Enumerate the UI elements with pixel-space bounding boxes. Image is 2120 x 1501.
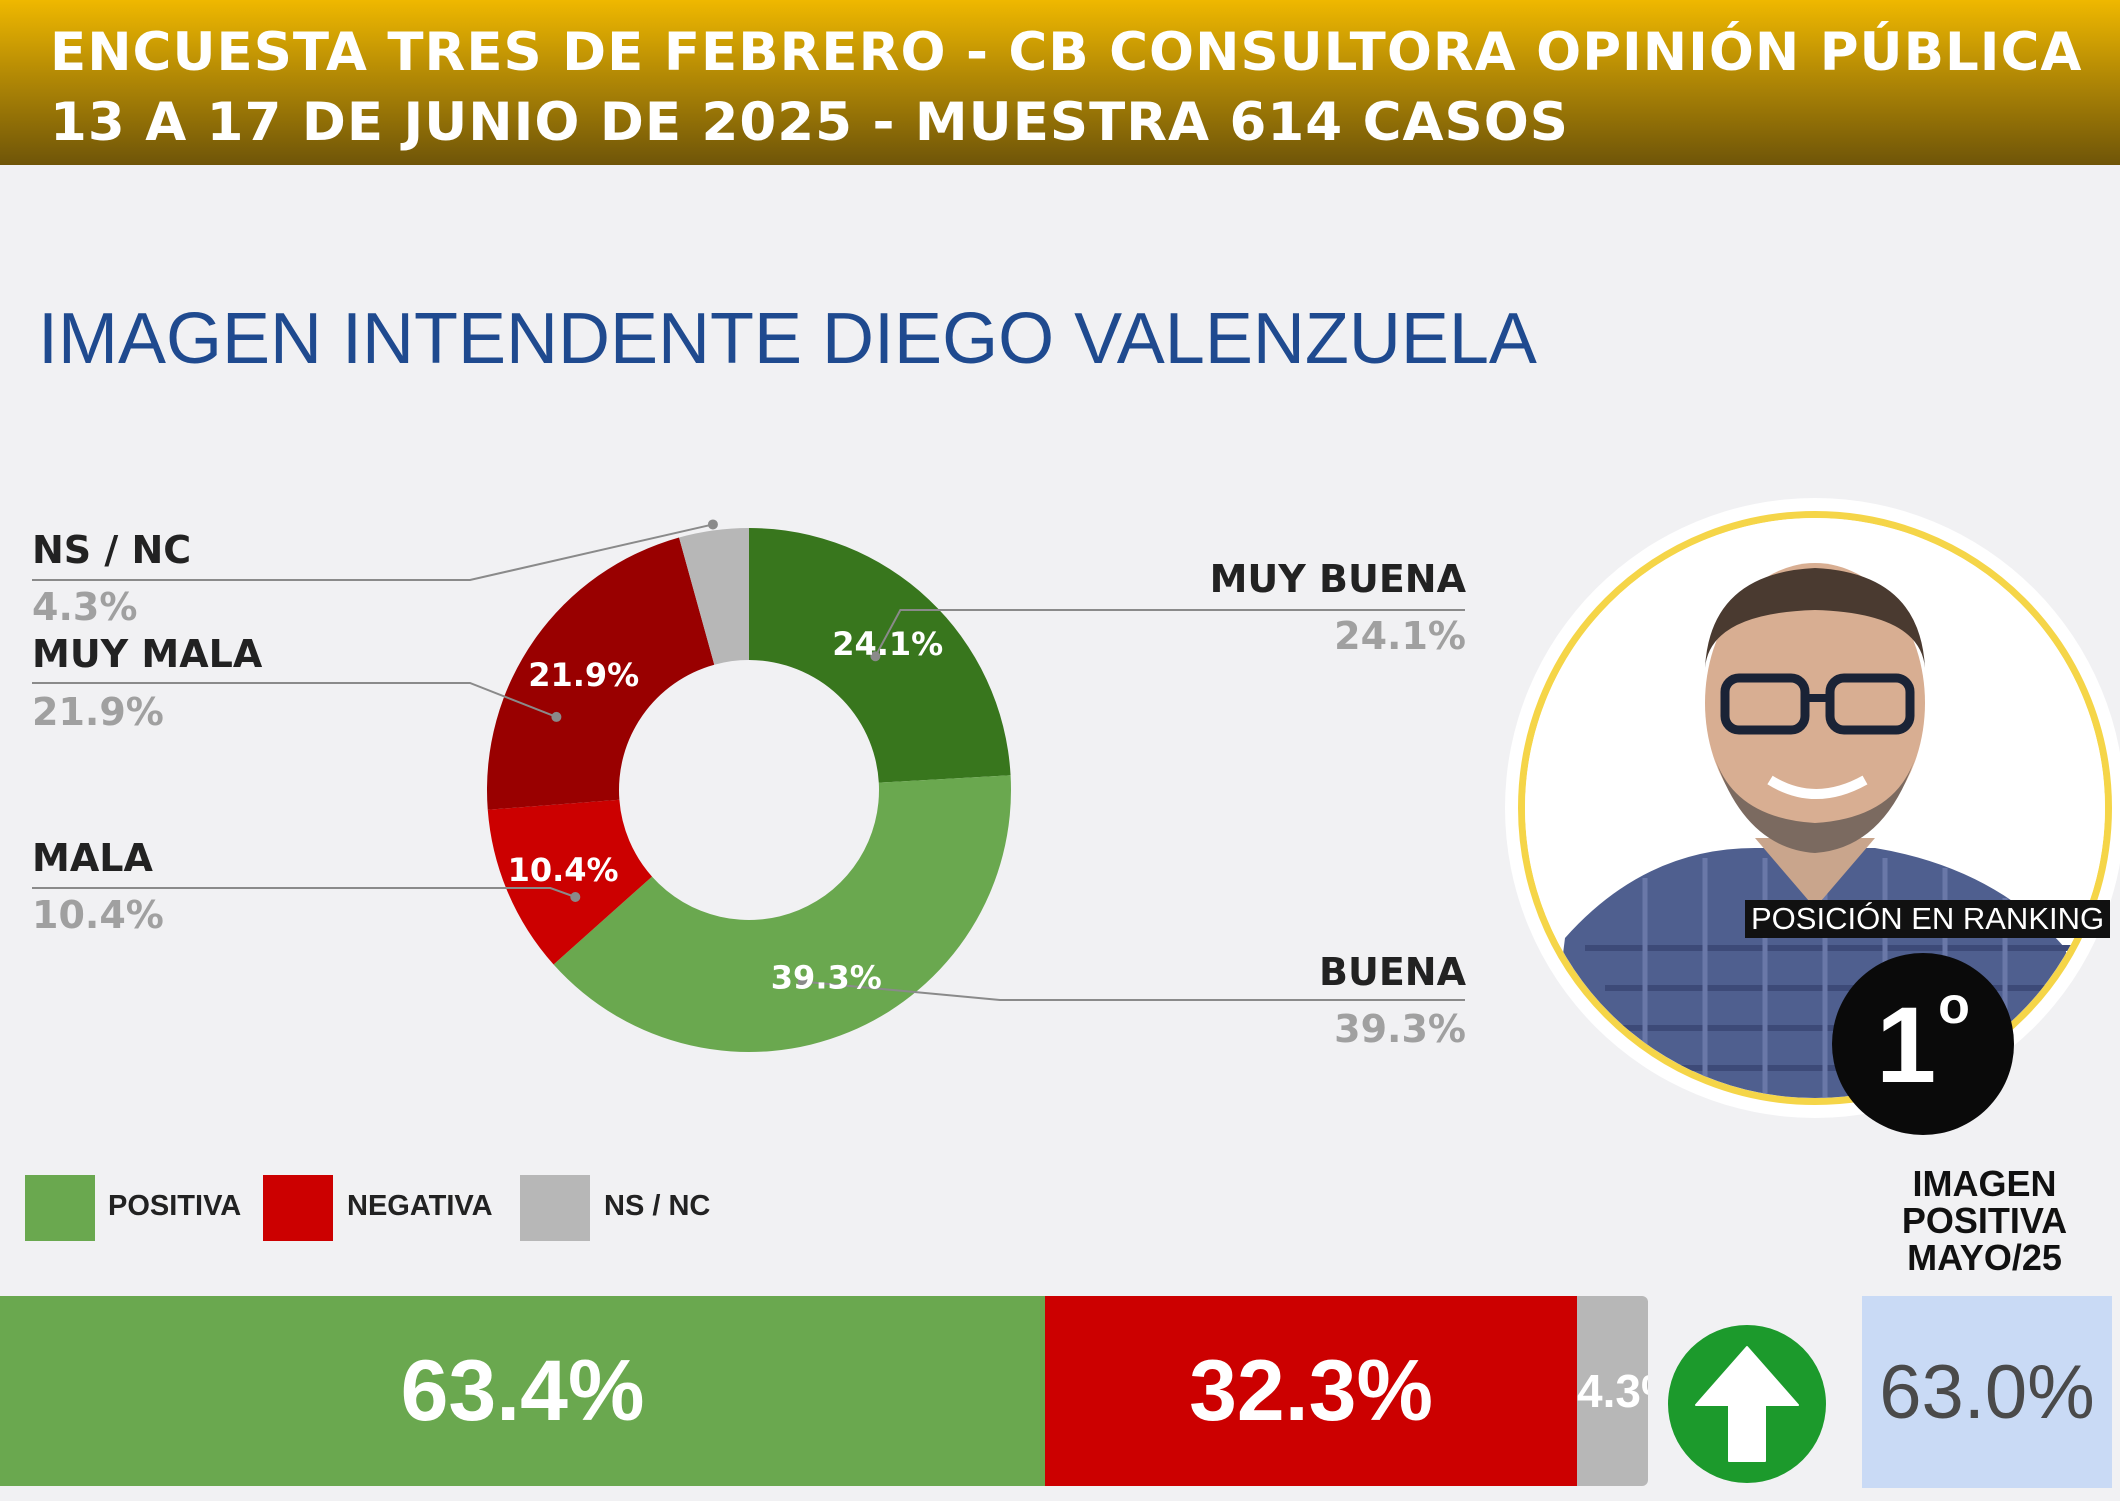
legend-label-positiva: POSITIVA [108, 1190, 242, 1222]
bar-label-ns-nc: 4.3% [1577, 1365, 1648, 1417]
leader-dot-mala [570, 891, 581, 902]
callout-mala-value: 10.4% [32, 893, 164, 937]
bar-label-negativa: 32.3% [1189, 1342, 1433, 1439]
leader-dot-muy-buena [870, 651, 881, 662]
leader-line-muy-buena [874, 609, 1465, 657]
legend-label-ns-nc: NS / NC [604, 1190, 711, 1222]
legend-label-negativa: NEGATIVA [347, 1190, 493, 1222]
callout-muy-buena-value: 24.1% [1334, 614, 1466, 658]
callout-muy-buena-name: MUY BUENA [1209, 557, 1466, 601]
leader-dot-ns-nc [707, 519, 718, 530]
donut-slice-muy-mala [486, 537, 715, 810]
ranking-caption: POSICIÓN EN RANKING [1745, 900, 2111, 938]
chart-title: IMAGEN INTENDENTE DIEGO VALENZUELA [38, 299, 1537, 379]
donut-label-buena: 39.3% [771, 959, 882, 997]
bar-segment-positiva: 63.4% [0, 1296, 1045, 1486]
callout-buena-name: BUENA [1319, 950, 1466, 994]
leader-line-muy-mala [32, 682, 557, 718]
legend-swatch-negativa [263, 1175, 333, 1241]
person-illustration [1525, 518, 2105, 1098]
ranking-suffix: o [1938, 977, 1970, 1035]
callout-muy-mala-name: MUY MALA [32, 632, 263, 676]
header-line-2: 13 A 17 DE JUNIO DE 2025 - MUESTRA 614 C… [50, 92, 1569, 153]
portrait-photo [1518, 511, 2112, 1105]
legend-swatch-ns-nc [520, 1175, 590, 1241]
bar-segment-negativa: 32.3% [1045, 1296, 1577, 1486]
header-banner: ENCUESTA TRES DE FEBRERO - CB CONSULTORA… [0, 0, 2120, 165]
donut-label-mala: 10.4% [508, 851, 619, 889]
previous-positive-label: IMAGEN POSITIVA MAYO/25 [1901, 1163, 2068, 1278]
leader-line-mala [32, 887, 576, 898]
donut-slice-mala [487, 799, 653, 965]
header-line-1: ENCUESTA TRES DE FEBRERO - CB CONSULTORA… [50, 22, 2083, 83]
leader-dot-muy-mala [551, 711, 562, 722]
leader-line-buena [802, 980, 1465, 1001]
callout-buena-value: 39.3% [1334, 1007, 1466, 1051]
leader-dot-buena [797, 976, 808, 987]
donut-label-muy-mala: 21.9% [528, 656, 639, 694]
previous-positive-value: 63.0% [1862, 1296, 2112, 1488]
ranking-position: 1 [1876, 983, 1937, 1105]
donut-slice-buena [553, 775, 1011, 1052]
arrow-up-icon [1668, 1325, 1826, 1483]
bar-label-positiva: 63.4% [400, 1342, 645, 1439]
callout-muy-mala-value: 21.9% [32, 690, 164, 734]
leader-line-ns-nc [32, 523, 714, 581]
bar-segment-ns-nc: 4.3% [1577, 1296, 1648, 1486]
legend-swatch-positiva [25, 1175, 95, 1241]
donut-label-muy-buena: 24.1% [832, 625, 943, 663]
callout-ns-nc-name: NS / NC [32, 528, 192, 572]
donut-slice-ns-nc [679, 528, 749, 665]
callout-ns-nc-value: 4.3% [32, 585, 138, 629]
callout-mala-name: MALA [32, 836, 153, 880]
